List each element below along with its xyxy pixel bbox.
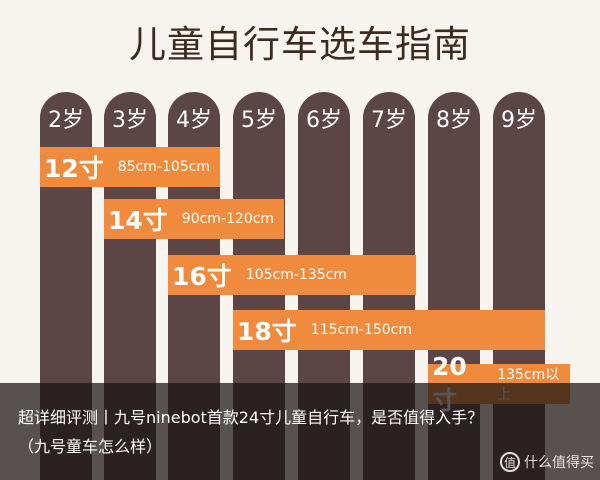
- watermark-text: 什么值得买: [524, 455, 594, 471]
- size-bar-18: 18寸 115cm-150cm: [233, 310, 545, 350]
- height-range: 115cm-150cm: [310, 322, 412, 338]
- size-bar-16: 16寸 105cm-135cm: [168, 255, 416, 295]
- wheel-size: 12寸: [44, 154, 104, 183]
- height-range: 90cm-120cm: [181, 211, 275, 227]
- wheel-size: 18寸: [237, 317, 297, 346]
- age-label: 6岁: [306, 108, 342, 133]
- wheel-size: 16寸: [172, 262, 232, 291]
- caption-overlay: 超详细评测丨九号ninebot首款24寸儿童自行车，是否值得入手？（九号童车怎么…: [0, 383, 600, 480]
- age-label: 4岁: [176, 108, 212, 133]
- age-label: 2岁: [48, 108, 84, 133]
- caption-text[interactable]: 超详细评测丨九号ninebot首款24寸儿童自行车，是否值得入手？（九号童车怎么…: [18, 408, 484, 456]
- age-label: 9岁: [501, 108, 537, 133]
- height-range: 105cm-135cm: [245, 267, 347, 283]
- age-label: 3岁: [112, 108, 148, 133]
- watermark: 值 什么值得买: [500, 452, 594, 472]
- size-bar-12: 12寸 85cm-105cm: [40, 147, 220, 187]
- size-bar-14: 14寸 90cm-120cm: [104, 199, 284, 239]
- age-label: 5岁: [241, 108, 277, 133]
- age-label: 7岁: [371, 108, 407, 133]
- wheel-size: 14寸: [108, 206, 168, 235]
- smzdm-logo-icon: 值: [500, 452, 520, 472]
- age-label: 8岁: [436, 108, 472, 133]
- page-title: 儿童自行车选车指南: [129, 23, 471, 66]
- height-range: 85cm-105cm: [117, 159, 211, 175]
